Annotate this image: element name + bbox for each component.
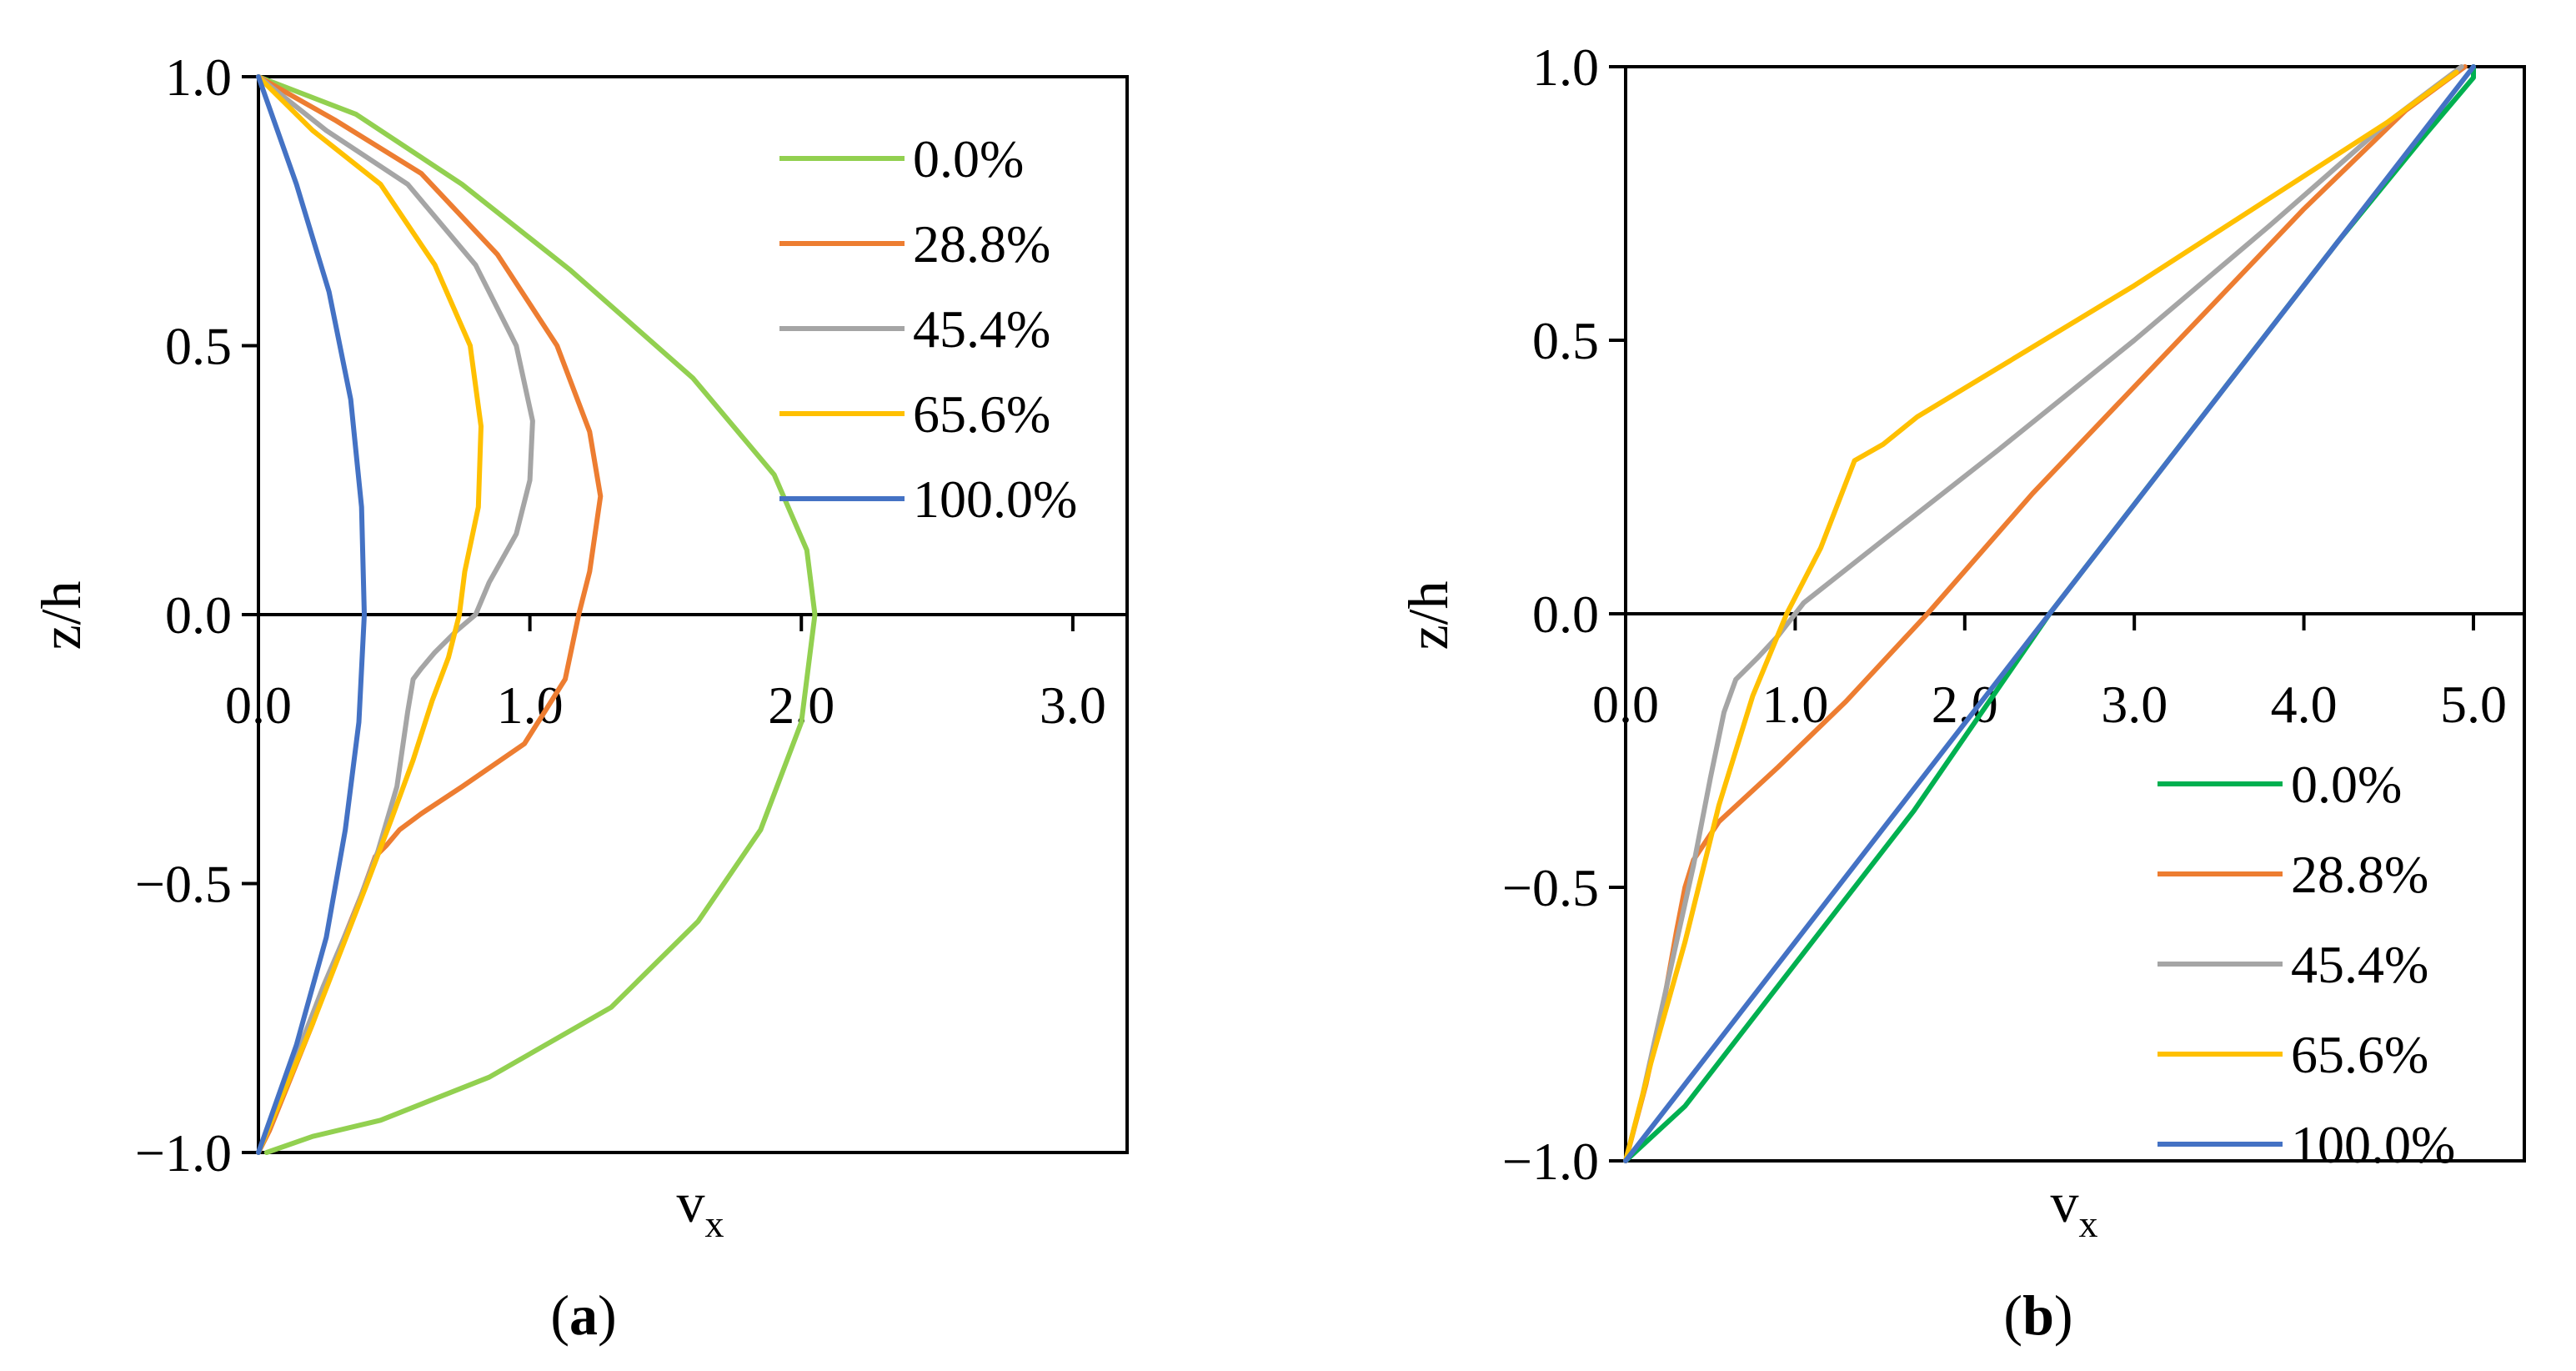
panel-caption: (b) [2003, 1283, 2072, 1347]
series-line [256, 74, 484, 1155]
x-tick-label: 3.0 [1040, 675, 1106, 735]
legend-label: 0.0% [2291, 755, 2402, 814]
x-tick-label: 0.0 [225, 675, 292, 735]
series-line [1623, 69, 2459, 1163]
legend-label: 28.8% [2291, 845, 2428, 904]
y-axis-label: z/h [29, 580, 93, 650]
caption-letter: a [569, 1283, 598, 1347]
caption-letter: b [2022, 1283, 2054, 1347]
x-tick-label: 1.0 [497, 675, 564, 735]
y-tick-label: −0.5 [135, 855, 232, 914]
series-line [256, 74, 818, 1155]
y-tick-label: 0.5 [165, 317, 232, 376]
y-tick-label: 0.0 [165, 585, 232, 645]
caption-close: ) [598, 1283, 617, 1347]
y-tick-label: −0.5 [1502, 858, 1599, 917]
series-line [1623, 64, 2464, 1163]
legend-label: 65.6% [2291, 1025, 2428, 1084]
panel-caption: (a) [550, 1283, 616, 1347]
y-tick-label: 0.0 [1532, 585, 1599, 644]
y-tick-label: 1.0 [1532, 38, 1599, 97]
legend: 0.0% 28.8% 45.4% 65.6% 100.0% [2158, 755, 2455, 1174]
x-tick-label: 0.0 [1592, 675, 1659, 734]
legend-label: 100.0% [913, 470, 1077, 529]
caption-close: ) [2054, 1283, 2073, 1347]
x-axis-label-sub: x [705, 1203, 724, 1245]
chart-panel-a: 0.0 1.0 2.0 3.01.00.50.0−0.5−1.00.0%28.8%45… [29, 48, 1129, 1347]
x-tick-label: 3.0 [2101, 675, 2168, 734]
series-line [1623, 64, 2476, 1163]
caption-open: ( [2003, 1283, 2022, 1347]
legend-label: 45.4% [2291, 935, 2428, 994]
chart-panel-b: 0.0 1.0 2.0 3.0 4.0 5.01.00.50.0−0.5−1.00.0%2… [1396, 38, 2526, 1347]
y-tick-label: 0.5 [1532, 311, 1599, 370]
legend-label: 45.4% [913, 299, 1050, 359]
x-tick-label: 4.0 [2271, 675, 2338, 734]
x-axis-label: vx [2051, 1171, 2098, 1245]
series-line [256, 74, 367, 1155]
y-tick-label: −1.0 [135, 1123, 232, 1183]
caption-open: ( [550, 1283, 569, 1347]
x-tick-label: 1.0 [1762, 675, 1828, 734]
y-tick-label: 1.0 [165, 48, 232, 107]
x-tick-label: 5.0 [2440, 675, 2507, 734]
legend-label: 100.0% [2291, 1115, 2455, 1174]
x-axis-label-sub: x [2079, 1203, 2098, 1245]
legend-label: 0.0% [913, 129, 1024, 188]
x-axis-label: vx [677, 1171, 724, 1245]
x-axis-label-main: v [677, 1171, 705, 1234]
y-axis-label: z/h [1396, 580, 1460, 650]
y-tick-label: −1.0 [1502, 1132, 1599, 1191]
legend-label: 28.8% [913, 214, 1050, 274]
legend: 0.0% 28.8% 45.4% 65.6% 100.0% [779, 129, 1077, 529]
legend-label: 65.6% [913, 384, 1050, 444]
x-axis-label-main: v [2051, 1171, 2079, 1234]
